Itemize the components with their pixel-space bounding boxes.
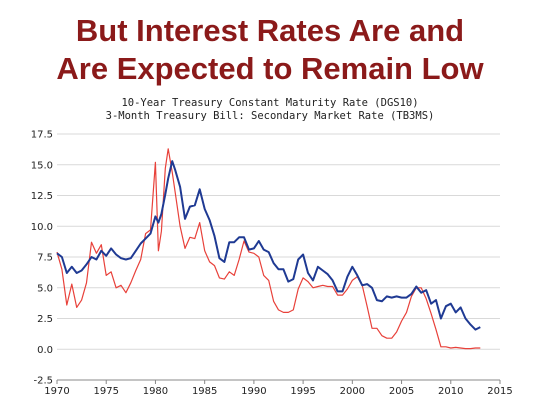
- x-tick-label: 2000: [340, 386, 365, 397]
- slide-title: But Interest Rates Are and Are Expected …: [0, 12, 540, 88]
- x-tick-label: 1970: [44, 386, 69, 397]
- x-tick-label: 2015: [487, 386, 512, 397]
- chart-subtitle-line-1: 10-Year Treasury Constant Maturity Rate …: [121, 97, 419, 109]
- x-tick-label: 1980: [143, 386, 168, 397]
- y-tick-label: -2.5: [33, 376, 53, 387]
- x-tick-label: 1990: [241, 386, 266, 397]
- slide-title-line-1: But Interest Rates Are and: [75, 13, 465, 48]
- y-tick-label: 2.5: [37, 314, 53, 325]
- x-tick-label: 1985: [192, 386, 217, 397]
- y-tick-label: 10.0: [31, 222, 53, 233]
- y-tick-label: 15.0: [31, 160, 53, 171]
- y-tick-label: 7.5: [37, 253, 53, 264]
- chart-subtitle-line-2: 3-Month Treasury Bill: Secondary Market …: [105, 110, 435, 122]
- y-tick-label: 12.5: [31, 191, 53, 202]
- y-tick-label: 0.0: [37, 345, 53, 356]
- slide-title-line-2: Are Expected to Remain Low: [56, 51, 484, 86]
- series-line-tb3ms: [56, 148, 481, 350]
- x-tick-label: 1995: [290, 386, 315, 397]
- x-tick-label: 1975: [93, 386, 118, 397]
- series-line-dgs10: [56, 160, 481, 331]
- x-tick-label: 2010: [438, 386, 463, 397]
- y-tick-label: 5.0: [37, 283, 53, 294]
- chart-subtitle: 10-Year Treasury Constant Maturity Rate …: [0, 97, 540, 123]
- y-tick-label: 17.5: [31, 130, 53, 141]
- x-tick-label: 2005: [389, 386, 414, 397]
